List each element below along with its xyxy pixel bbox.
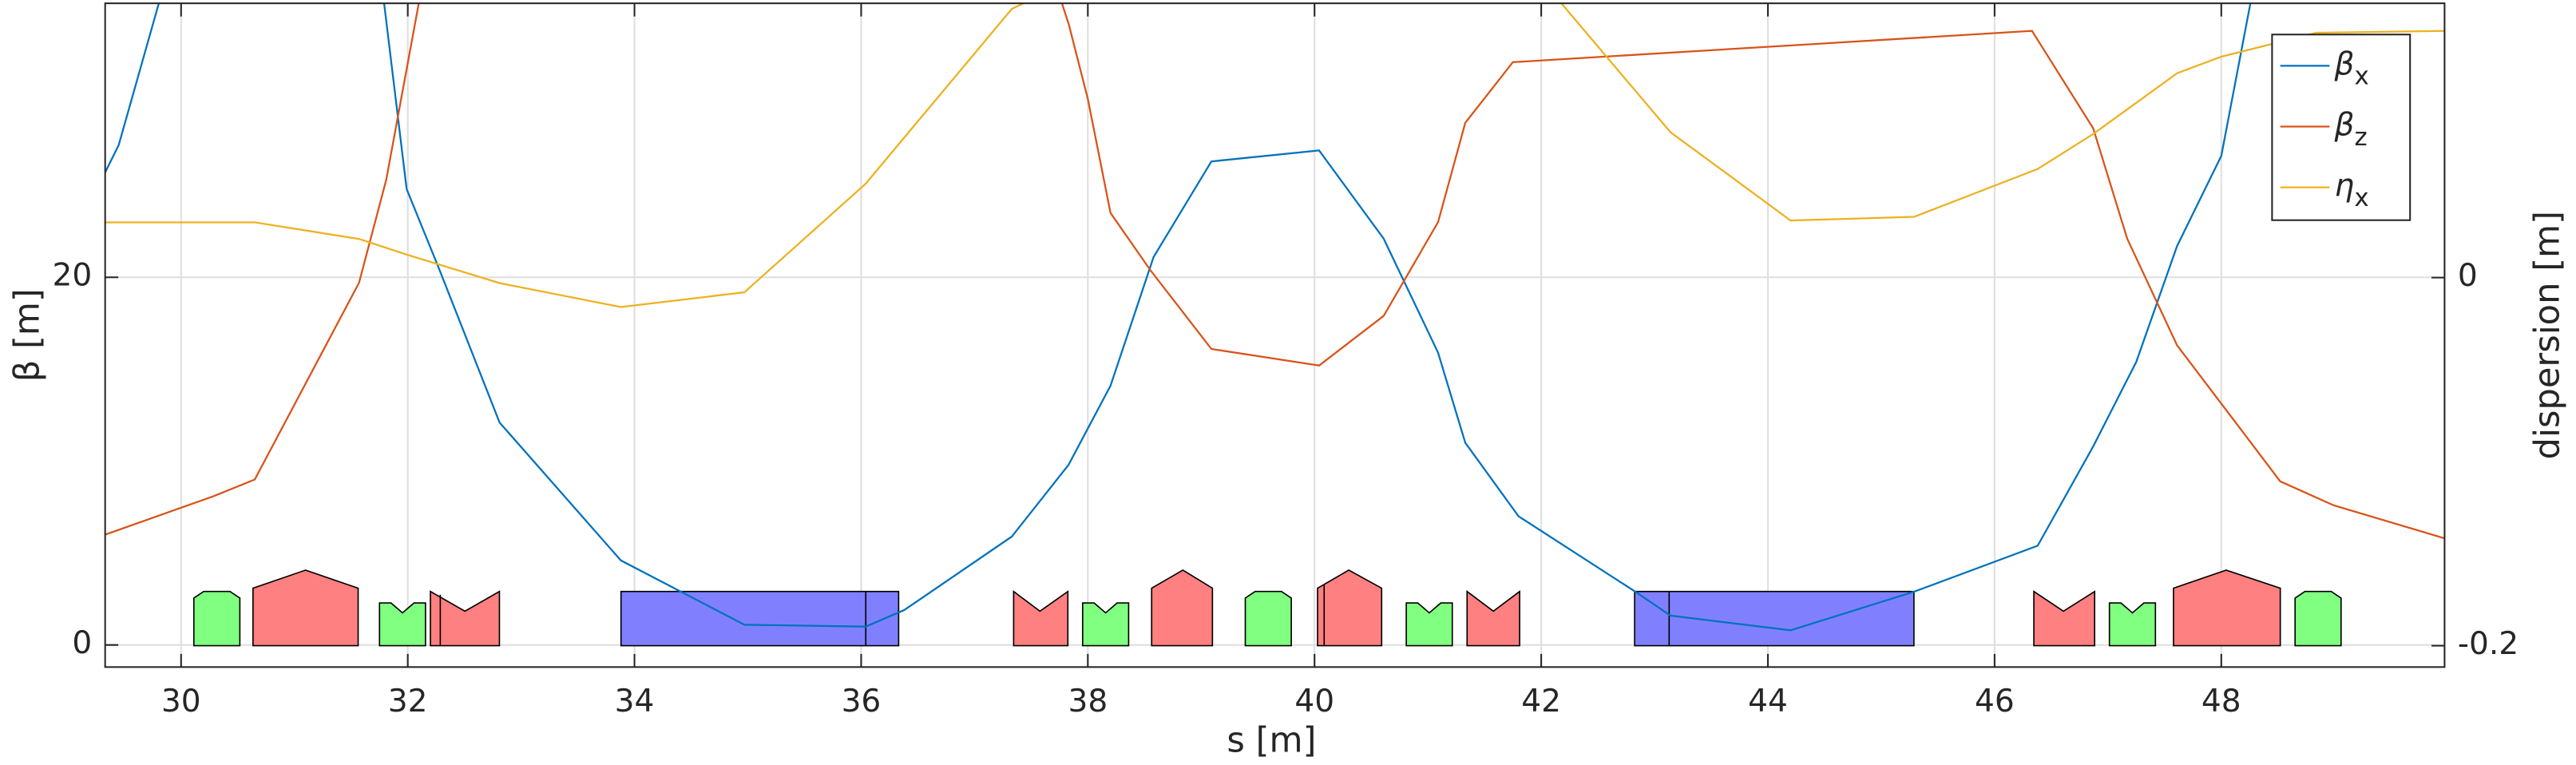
y2-tick-label: -0.2 xyxy=(2458,626,2519,662)
quadrupole xyxy=(1013,590,1069,647)
legend-label: ηx xyxy=(2335,168,2369,212)
series-line xyxy=(105,3,2445,540)
x-tick-label: 36 xyxy=(842,684,882,719)
x-tick-label: 38 xyxy=(1068,684,1108,719)
quadrupole xyxy=(252,569,359,647)
quadrupole xyxy=(2108,602,2157,647)
y2-axis-label: dispersion [m] xyxy=(2528,211,2568,459)
quadrupole xyxy=(2033,590,2096,647)
x-tick-label: 48 xyxy=(2201,684,2241,719)
dipole xyxy=(1634,590,1915,647)
quadrupole xyxy=(430,590,501,647)
quadrupole xyxy=(2294,590,2342,647)
y-tick-label: 0 xyxy=(72,625,92,661)
quadrupole xyxy=(1405,602,1453,647)
quadrupole xyxy=(1082,602,1130,647)
x-tick-label: 40 xyxy=(1294,684,1334,719)
quadrupole xyxy=(1244,590,1292,647)
x-tick-label: 30 xyxy=(161,684,201,719)
legend-label: βx xyxy=(2334,46,2369,90)
legend-label: βz xyxy=(2334,107,2368,151)
x-tick-label: 46 xyxy=(1975,684,2015,719)
series-line xyxy=(105,3,2252,632)
x-tick-label: 42 xyxy=(1521,684,1561,719)
y-tick-label: 20 xyxy=(52,258,92,294)
quadrupole xyxy=(192,590,241,647)
quadrupole xyxy=(378,602,426,647)
x-tick-label: 32 xyxy=(388,684,428,719)
plot-lines xyxy=(105,3,2445,632)
quadrupole xyxy=(1466,590,1520,647)
quadrupole xyxy=(1151,569,1214,647)
quadrupole xyxy=(1317,569,1383,647)
axes-box xyxy=(104,2,2446,668)
lattice-elements xyxy=(192,569,2342,647)
x-tick-label: 44 xyxy=(1748,684,1788,719)
series-line xyxy=(105,3,2445,308)
y-axis-label: β [m] xyxy=(8,288,48,382)
x-axis-label: s [m] xyxy=(1227,720,1316,760)
grid xyxy=(105,3,2445,668)
y2-tick-label: 0 xyxy=(2458,258,2478,294)
x-tick-label: 34 xyxy=(615,684,655,719)
dipole xyxy=(620,590,900,647)
quadrupole xyxy=(2173,569,2281,647)
